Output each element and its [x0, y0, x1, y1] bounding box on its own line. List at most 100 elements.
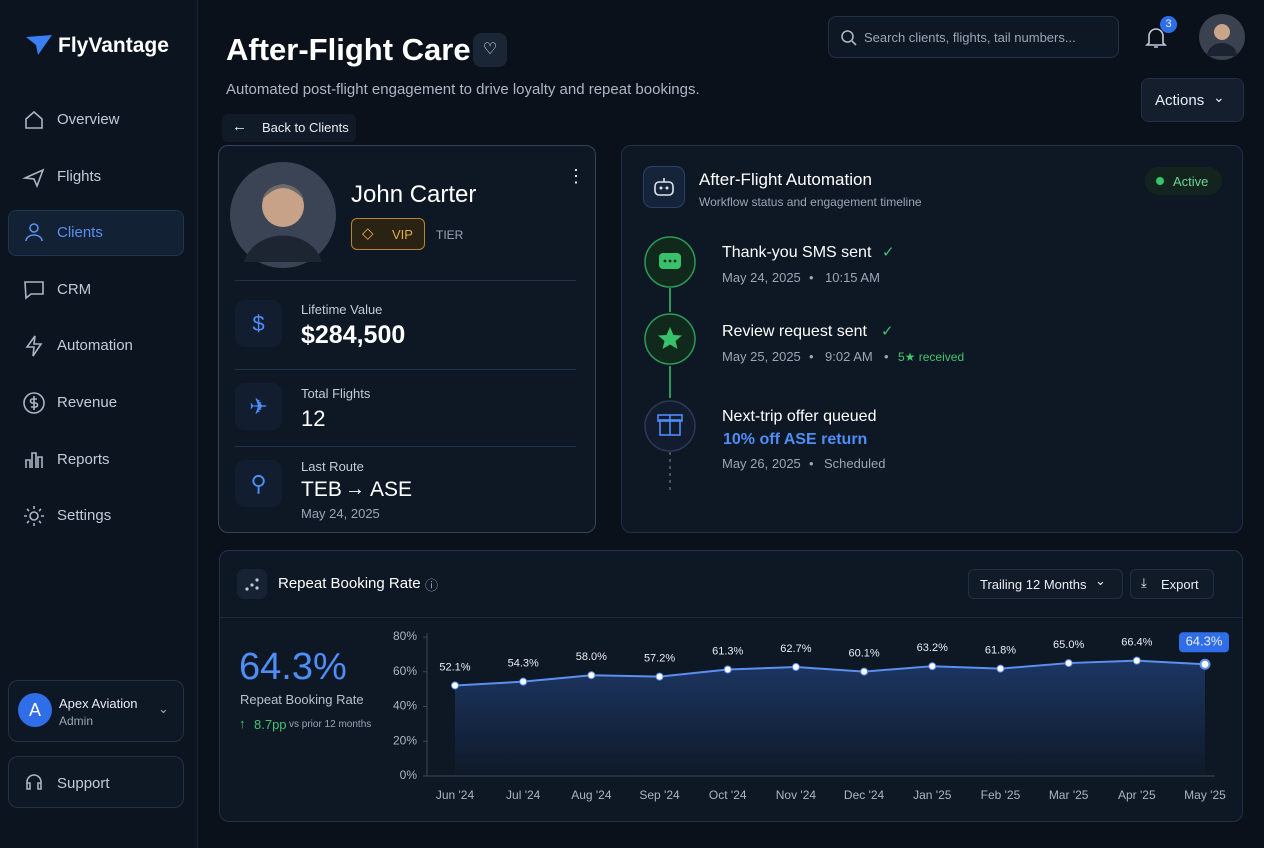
- support[interactable]: Support: [57, 775, 110, 792]
- x-tick-label: Nov '24: [776, 788, 817, 802]
- search-box[interactable]: [828, 16, 1119, 58]
- chevron: ⌄: [158, 701, 169, 716]
- bell-icon[interactable]: [1144, 25, 1168, 51]
- x-tick-label: Feb '25: [981, 788, 1021, 802]
- export: Export: [1161, 577, 1199, 592]
- separator: •: [884, 349, 889, 364]
- chevron: ⌄: [1213, 89, 1225, 105]
- account-name: Apex Aviation: [59, 696, 138, 711]
- page-title: After-Flight Care: [226, 32, 471, 67]
- more-menu[interactable]: ⋮: [567, 166, 585, 186]
- nav-item[interactable]: Automation: [57, 337, 133, 355]
- value-label: 52.1%: [439, 661, 470, 673]
- nav-item[interactable]: CRM: [57, 280, 92, 298]
- area: [455, 660, 1205, 776]
- value-label: 62.7%: [780, 643, 811, 655]
- actions-button[interactable]: [1141, 78, 1244, 122]
- step-title: Next-trip offer queued: [722, 408, 877, 425]
- client-photo: [230, 162, 336, 268]
- step-time: 10:15 AM: [825, 270, 880, 285]
- x-tick-label: Dec '24: [844, 788, 885, 802]
- x-tick-label: Aug '24: [571, 788, 612, 802]
- automation-card: [621, 145, 1243, 533]
- nav-icon: [25, 110, 43, 129]
- info-icon[interactable]: ⓘ: [425, 578, 439, 593]
- step-title: Review request sent: [722, 323, 867, 340]
- favorite-button[interactable]: ♡: [473, 33, 507, 67]
- support-icon: [26, 774, 42, 790]
- actions-label: Actions: [1155, 92, 1205, 109]
- point: [451, 681, 459, 690]
- range-dropdown[interactable]: [968, 569, 1123, 599]
- x-tick-label: Apr '25: [1118, 788, 1156, 802]
- brand: FlyVantage: [58, 34, 169, 57]
- value-label: 54.3%: [508, 658, 539, 670]
- status-dot: [1156, 177, 1164, 185]
- nav-item[interactable]: Overview: [57, 111, 120, 128]
- nav-active: [8, 210, 184, 256]
- point: [1199, 658, 1211, 670]
- point: [723, 665, 732, 674]
- nav-item[interactable]: Reports: [57, 450, 110, 468]
- user-avatar[interactable]: [1199, 14, 1245, 60]
- step-date: May 26, 2025: [722, 456, 801, 471]
- point: [860, 667, 869, 676]
- back-button[interactable]: [222, 114, 356, 142]
- x-tick-label: Sep '24: [639, 788, 680, 802]
- back-arrow: ←: [232, 118, 247, 135]
- point: [1132, 656, 1141, 665]
- stat-value: 12: [301, 406, 326, 431]
- point: [1064, 659, 1073, 668]
- nav-icon: [25, 451, 43, 468]
- point: [587, 671, 596, 680]
- step-time: Scheduled: [824, 456, 886, 471]
- point: [791, 663, 800, 672]
- page-subtitle: Automated post-flight engagement to driv…: [226, 81, 700, 98]
- y-tick-label: 0%: [400, 768, 418, 782]
- value-label: 63.2%: [917, 642, 948, 654]
- value-label: 65.0%: [1053, 639, 1084, 651]
- nav-item[interactable]: Flights: [57, 167, 102, 185]
- export-button[interactable]: [1130, 569, 1214, 599]
- route-date: May 24, 2025: [301, 506, 380, 521]
- tier-label: TIER: [436, 228, 464, 242]
- search-icon: [841, 30, 857, 46]
- nav-icon: [25, 223, 43, 242]
- nav-item[interactable]: Clients: [57, 224, 103, 242]
- support-box[interactable]: [8, 756, 184, 808]
- value-label: 60.1%: [848, 647, 879, 659]
- range: Trailing 12 Months: [980, 577, 1087, 592]
- point: [996, 664, 1005, 673]
- account-role: Admin: [59, 714, 94, 728]
- automation-subtitle: Workflow status and engagement timeline: [699, 195, 922, 209]
- client-name: John Carter: [351, 181, 477, 208]
- stat-icon: ✈: [235, 383, 282, 430]
- nav-item[interactable]: Revenue: [57, 394, 118, 411]
- nav-icon: [24, 506, 44, 527]
- nav-icon: [24, 280, 44, 300]
- value-label: 61.3%: [712, 645, 743, 657]
- notification-count: 3: [1160, 16, 1177, 33]
- divider: [220, 617, 1242, 618]
- status: Active: [1173, 174, 1209, 189]
- step-time: 9:02 AM: [825, 349, 873, 364]
- step-offer: 10% off ASE return: [723, 431, 868, 448]
- separator: •: [809, 456, 814, 471]
- stat-icon: ⚲: [235, 460, 282, 507]
- separator: •: [809, 349, 814, 364]
- point: [655, 672, 664, 681]
- stat-label: Last Route: [301, 459, 364, 474]
- stat-label: Lifetime Value: [301, 302, 383, 317]
- back-label: Back to Clients: [262, 120, 349, 135]
- step-title: Thank-you SMS sent: [722, 244, 872, 261]
- stat-label: Total Flights: [301, 386, 371, 401]
- y-tick-label: 60%: [393, 664, 417, 678]
- nav-item[interactable]: Settings: [57, 507, 112, 525]
- stat-icon: $: [235, 300, 282, 347]
- separator: •: [809, 270, 814, 285]
- kpi-change: 8.7pp: [254, 717, 287, 732]
- line: [454, 659, 1206, 687]
- account-box[interactable]: [8, 680, 184, 742]
- nav-icon: [25, 335, 43, 357]
